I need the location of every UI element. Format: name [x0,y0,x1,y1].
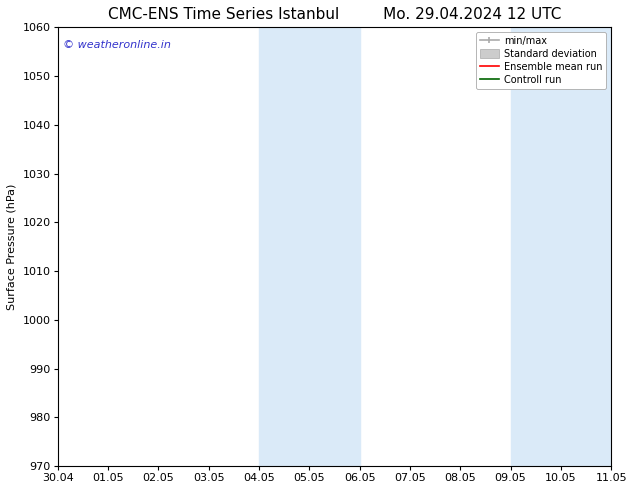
Legend: min/max, Standard deviation, Ensemble mean run, Controll run: min/max, Standard deviation, Ensemble me… [476,32,606,89]
Y-axis label: Surface Pressure (hPa): Surface Pressure (hPa) [7,184,17,310]
Bar [561,27,611,466]
Bar [510,27,561,466]
Text: © weatheronline.in: © weatheronline.in [63,41,171,50]
Bar [259,27,309,466]
Bar [309,27,359,466]
Title: CMC-ENS Time Series Istanbul         Mo. 29.04.2024 12 UTC: CMC-ENS Time Series Istanbul Mo. 29.04.2… [108,7,561,22]
